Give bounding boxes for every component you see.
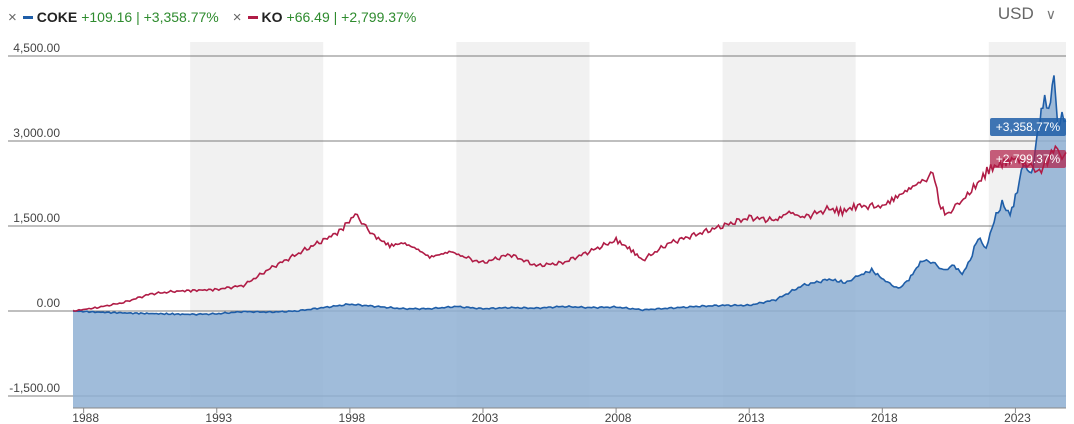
chevron-down-icon: ∨ (1045, 5, 1056, 22)
legend-item-coke: × COKE +109.16 | +3,358.77% (8, 9, 219, 26)
x-tick-label-2: 1998 (339, 411, 366, 424)
x-tick-label-3: 2003 (472, 411, 499, 424)
coke-swatch (22, 15, 33, 19)
ko-change: +66.49 | +2,799.37% (286, 9, 417, 25)
coke-change: +109.16 | +3,358.77% (81, 9, 219, 25)
remove-coke-icon[interactable]: × (8, 8, 17, 26)
ko-line[interactable] (72, 144, 1067, 313)
ko-end-flag (990, 150, 1066, 168)
legend: × COKE +109.16 | +3,358.77% × KO +66.49 … (8, 6, 430, 28)
coke-area (73, 75, 1066, 409)
currency-label: USD (997, 4, 1034, 23)
y-tick-label-3: 0.00 (37, 296, 61, 310)
currency-selector[interactable]: USD ∨ (998, 4, 1056, 24)
remove-ko-icon[interactable]: × (232, 8, 242, 26)
y-tick-label-1: 3,000.00 (13, 126, 60, 140)
x-tick-label-5: 2013 (738, 411, 765, 424)
ko-swatch (247, 15, 258, 19)
coke-ticker[interactable]: COKE (36, 9, 78, 25)
x-tick-label-7: 2023 (1004, 411, 1031, 424)
x-tick-label-6: 2018 (871, 411, 898, 424)
coke-end-label: +3,358.77% (996, 120, 1061, 134)
y-tick-label-0: 4,500.00 (13, 41, 60, 55)
y-tick-label-2: 1,500.00 (13, 211, 60, 225)
x-tick-label-4: 2008 (605, 411, 632, 424)
coke-line[interactable] (72, 75, 1067, 316)
ko-end-label: +2,799.37% (996, 152, 1061, 166)
legend-item-ko: × KO +66.49 | +2,799.37% (233, 9, 417, 26)
x-tick-label-1: 1993 (205, 411, 232, 424)
ko-ticker[interactable]: KO (261, 9, 283, 25)
y-tick-label-4: -1,500.00 (9, 381, 60, 395)
x-tick-label-0: 1988 (72, 411, 99, 424)
coke-end-flag (990, 118, 1066, 136)
